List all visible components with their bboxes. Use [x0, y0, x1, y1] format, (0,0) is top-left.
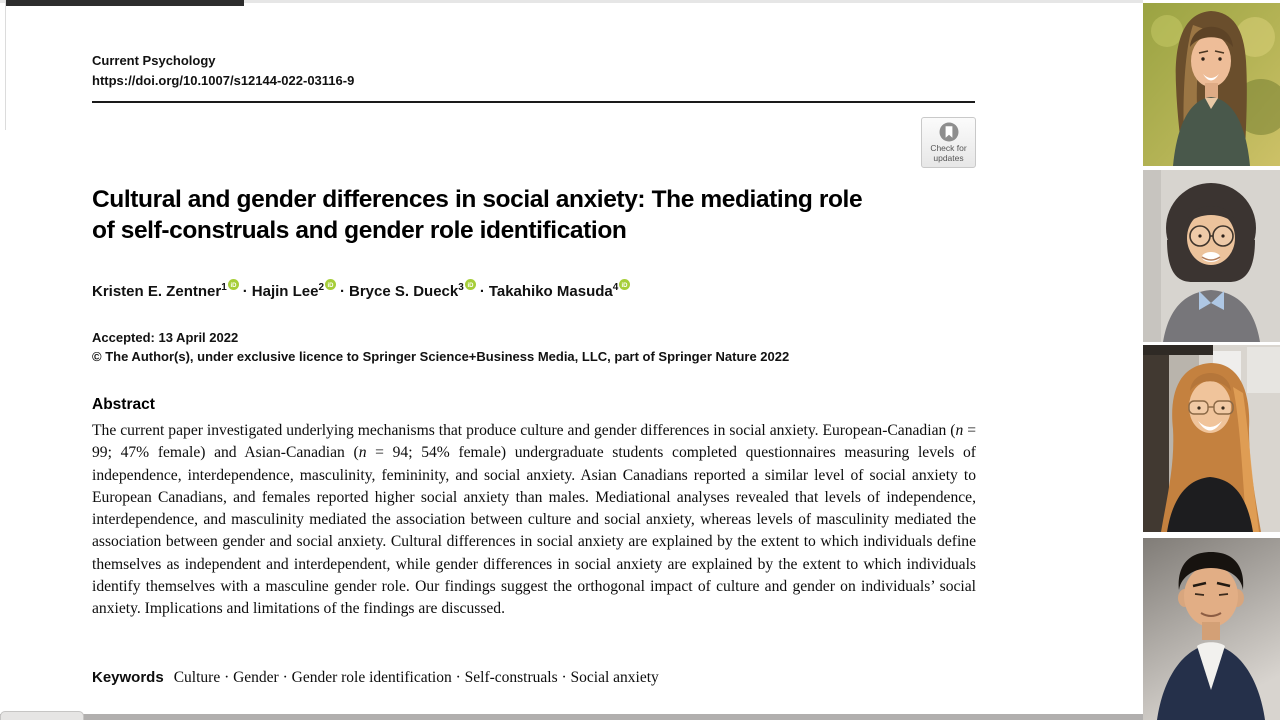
author-separator: ·	[340, 283, 346, 300]
author-separator: ·	[479, 283, 485, 300]
keywords-heading: Keywords	[92, 669, 164, 686]
check-for-updates-label: Check for updates	[930, 143, 967, 163]
participant-video-3[interactable]	[1143, 345, 1280, 532]
participant-1-portrait	[1143, 3, 1280, 166]
journal-header: Current Psychology https://doi.org/10.10…	[92, 51, 354, 91]
keyword-list: Culture · Gender · Gender role identific…	[173, 669, 659, 686]
paper-title: Cultural and gender differences in socia…	[92, 184, 952, 246]
window-left-edge	[5, 0, 6, 130]
svg-text:iD: iD	[467, 283, 474, 289]
doi-link[interactable]: https://doi.org/10.1007/s12144-022-03116…	[92, 73, 355, 88]
participant-video-1[interactable]	[1143, 3, 1280, 166]
orcid-icon[interactable]: iD	[619, 279, 631, 290]
svg-text:iD: iD	[622, 283, 629, 289]
video-strip	[1143, 0, 1280, 720]
keywords-row: Keywords Culture · Gender · Gender role i…	[92, 669, 659, 687]
journal-name: Current Psychology	[92, 53, 216, 68]
participant-2-portrait	[1143, 170, 1280, 342]
check-for-updates-badge[interactable]: Check for updates	[921, 117, 976, 168]
window-top-dark-edge	[6, 0, 244, 6]
window-bottom-bar	[0, 714, 1143, 720]
front-matter: Accepted: 13 April 2022 © The Author(s),…	[92, 328, 789, 366]
window-top-edge	[0, 0, 1143, 3]
abstract-heading: Abstract	[92, 396, 155, 413]
author-list: Kristen E. Zentner1 iD · Hajin Lee2 iD · Bryce…	[92, 279, 631, 300]
participant-video-4[interactable]	[1143, 538, 1280, 720]
paper-title-line-2: of self-construals and gender role ident…	[92, 217, 627, 244]
accepted-date: Accepted: 13 April 2022	[92, 330, 239, 345]
participant-video-2[interactable]	[1143, 170, 1280, 342]
orcid-icon[interactable]: iD	[325, 279, 337, 290]
participant-4-portrait	[1143, 538, 1280, 720]
author-entry: Bryce S. Dueck3 iD	[349, 279, 476, 300]
author-entry: Hajin Lee2 iD	[252, 279, 337, 300]
svg-text:iD: iD	[230, 283, 237, 289]
header-rule	[92, 101, 975, 103]
author-separator: ·	[242, 283, 248, 300]
participant-3-portrait	[1143, 345, 1280, 532]
window-bottom-tab[interactable]	[0, 711, 84, 720]
abstract-text: The current paper investigated underlyin…	[92, 422, 976, 618]
orcid-icon[interactable]: iD	[227, 279, 239, 290]
author-entry: Kristen E. Zentner1 iD	[92, 279, 239, 300]
check-for-updates-icon	[939, 122, 958, 142]
svg-text:iD: iD	[328, 283, 335, 289]
paper-title-line-1: Cultural and gender differences in socia…	[92, 186, 863, 213]
orcid-icon[interactable]: iD	[464, 279, 476, 290]
copyright-notice: © The Author(s), under exclusive licence…	[92, 349, 790, 364]
author-entry: Takahiko Masuda4 iD	[489, 279, 631, 300]
